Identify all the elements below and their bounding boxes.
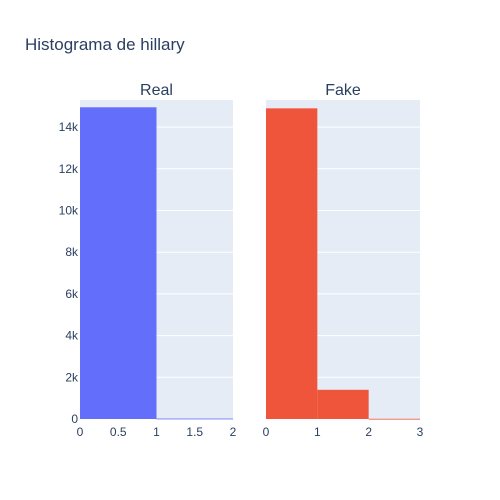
x-tick-label: 1 bbox=[153, 425, 160, 439]
y-tick-label: 8k bbox=[65, 245, 79, 259]
chart-title: Histograma de hillary bbox=[25, 35, 185, 54]
y-tick-label: 0 bbox=[71, 412, 78, 426]
subplot-real: Real 0 0.5 1 1.5 2 0 2k 4k 6k 8k 10k 12k 14k bbox=[59, 82, 237, 439]
histogram-bar-fake bbox=[266, 108, 318, 419]
x-tick-label: 0 bbox=[77, 425, 84, 439]
y-tick-label: 6k bbox=[65, 287, 79, 301]
histogram-bar-real bbox=[80, 107, 157, 419]
x-tick-label: 0.5 bbox=[110, 425, 127, 439]
subplot-title-real: Real bbox=[140, 82, 173, 99]
histogram-bar-real bbox=[156, 418, 233, 420]
x-tick-label: 2 bbox=[365, 425, 372, 439]
x-tick-label: 2 bbox=[230, 425, 237, 439]
histogram-bar-fake bbox=[368, 418, 420, 420]
subplot-fake: Fake 0 1 2 3 bbox=[263, 82, 424, 439]
y-tick-label: 4k bbox=[65, 329, 79, 343]
x-tick-label: 1.5 bbox=[186, 425, 203, 439]
y-tick-label: 10k bbox=[59, 204, 79, 218]
x-tick-label: 3 bbox=[417, 425, 424, 439]
subplot-title-fake: Fake bbox=[325, 82, 361, 99]
y-tick-label: 12k bbox=[59, 162, 79, 176]
x-tick-label: 0 bbox=[263, 425, 270, 439]
histogram-bar-fake bbox=[317, 389, 369, 419]
y-tick-label: 2k bbox=[65, 370, 79, 384]
x-tick-label: 1 bbox=[314, 425, 321, 439]
y-tick-label: 14k bbox=[59, 120, 79, 134]
